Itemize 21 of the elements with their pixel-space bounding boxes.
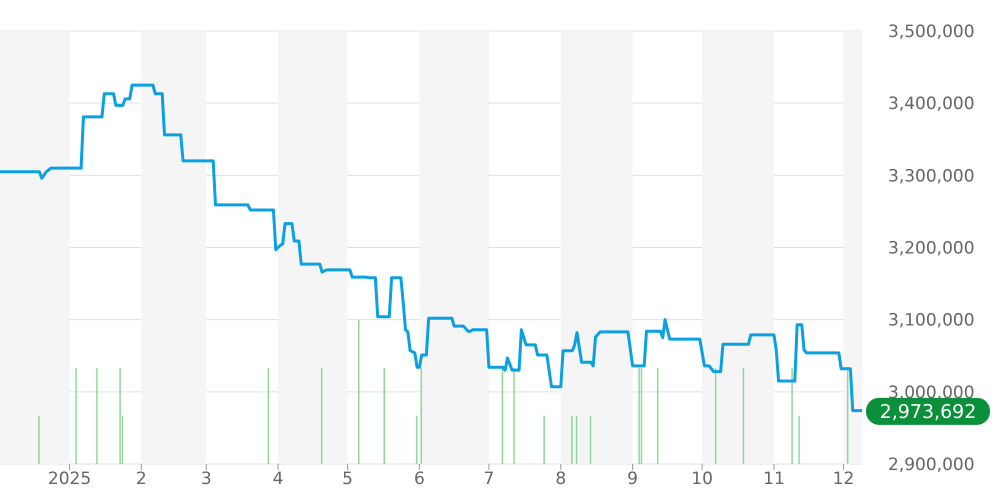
x-tick-label: 5	[342, 469, 353, 490]
line-series	[0, 84, 862, 412]
y-tick-label: 3,100,000	[888, 310, 975, 331]
x-tick-label: 7	[484, 469, 494, 490]
y-tick-label: 3,400,000	[888, 94, 975, 114]
x-tick-label: 2	[136, 469, 147, 490]
x-tick-label: 11	[763, 469, 785, 490]
y-tick-label: 3,300,000	[888, 166, 975, 186]
y-tick-label: 3,500,000	[888, 22, 975, 42]
x-tick-label: 2025	[48, 469, 92, 490]
x-tick-label: 12	[832, 469, 854, 490]
annotation: 2,973,692	[880, 400, 976, 423]
x-tick-label: 6	[414, 469, 425, 490]
x-tick-label: 4	[272, 469, 284, 490]
y-tick-label: 2,900,000	[888, 455, 975, 476]
x-tick-label: 8	[555, 469, 566, 490]
x-tick-label: 10	[691, 469, 713, 490]
x-tick-label: 3	[200, 469, 212, 490]
y-tick-label: 3,200,000	[888, 238, 975, 259]
x-tick-label: 9	[627, 469, 638, 490]
y-tick-label: 3,000,000	[888, 382, 975, 403]
